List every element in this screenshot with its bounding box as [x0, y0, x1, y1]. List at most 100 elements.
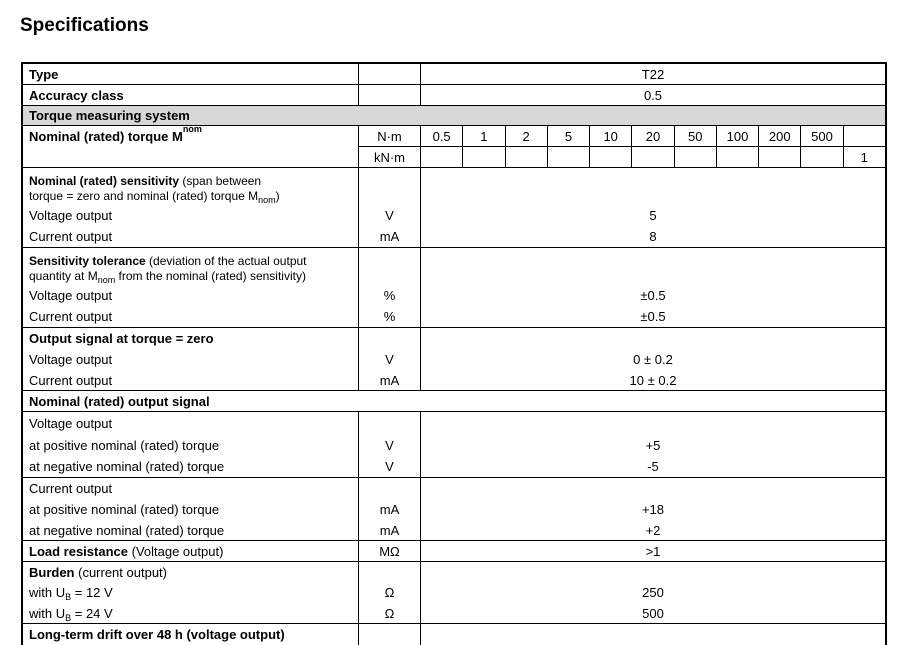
value-cell: 250	[642, 585, 664, 600]
table-row-positive-torque: at positive nominal (rated) torque V +5	[23, 434, 885, 456]
section-header-nominal-output-signal: Nominal (rated) output signal	[23, 391, 885, 412]
row-label: Burden (current output)	[23, 562, 359, 582]
row-label-rest: = 12 V	[71, 585, 113, 600]
table-row-negative-torque: at negative nominal (rated) torque V -5	[23, 456, 885, 478]
table-row-voltage-output: Voltage output % ±0.5	[23, 284, 885, 306]
torque-value-cell	[421, 147, 464, 167]
table-row-partial-clipped: Long-term drift over 48 h (voltage outpu…	[23, 624, 885, 645]
row-label: Long-term drift over 48 h (voltage outpu…	[23, 624, 359, 645]
description-text: Nominal (rated) sensitivity (span betwee…	[29, 171, 280, 205]
row-label: Nominal (rated) sensitivity (span betwee…	[23, 168, 359, 205]
description-text: Sensitivity tolerance (deviation of the …	[29, 251, 307, 285]
description-subscript: nom	[258, 195, 276, 205]
row-label: with UB = 24 V	[23, 603, 359, 623]
torque-value-cell	[675, 147, 717, 167]
value-cell: -5	[647, 459, 659, 474]
block-header-row: Output signal at torque = zero	[23, 328, 885, 349]
row-label: at positive nominal (rated) torque	[23, 499, 359, 520]
row-label-subscript: B	[65, 612, 72, 623]
table-row-load-resistance: Load resistance (Voltage output) MΩ >1	[23, 541, 885, 562]
unit-cell	[359, 248, 421, 284]
row-label-text: Nominal (rated) torque M	[29, 129, 183, 144]
torque-value-cell	[844, 126, 885, 146]
value-cell: 5	[649, 207, 657, 223]
row-label: at negative nominal (rated) torque	[23, 520, 359, 540]
block-current-output: Current output at positive nominal (rate…	[23, 478, 885, 541]
unit-cell: Ω	[359, 582, 421, 603]
row-label: Voltage output	[23, 204, 359, 226]
description-rest: (deviation of the actual output	[145, 254, 307, 268]
value-cell	[421, 478, 885, 499]
row-label: Current output	[23, 306, 359, 327]
unit-cell: %	[359, 306, 421, 327]
torque-grid-row-nm: N·m 0.5 1 2 5 10 20 50 100 200 500	[359, 126, 885, 147]
table-row-voltage-output: Voltage output V 0 ± 0.2	[23, 349, 885, 370]
torque-value-cell	[801, 147, 844, 167]
unit-cell	[359, 64, 421, 84]
block-description-row: Sensitivity tolerance (deviation of the …	[23, 248, 885, 285]
torque-value-cell: 200	[759, 126, 802, 146]
table-row-current-output: Current output mA 10 ± 0.2	[23, 370, 885, 391]
value-cell	[421, 624, 885, 645]
row-label: Current output	[23, 370, 359, 390]
table-row-type: Type T22	[23, 64, 885, 85]
block-sensitivity-tolerance: Sensitivity tolerance (deviation of the …	[23, 248, 885, 328]
torque-value-cell: 50	[675, 126, 717, 146]
page-title: Specifications	[20, 15, 149, 36]
unit-cell	[359, 85, 421, 105]
block-header-row: Current output	[23, 478, 885, 499]
torque-value-cell: 2	[506, 126, 548, 146]
torque-value-cell: 100	[717, 126, 760, 146]
torque-value-cell	[506, 147, 548, 167]
row-label: with UB = 12 V	[23, 582, 359, 603]
value-cell	[421, 168, 885, 204]
row-label-rest: (current output)	[74, 564, 167, 580]
torque-value-cell	[717, 147, 760, 167]
value-cell: 0 ± 0.2	[633, 352, 673, 367]
torque-value-cell	[548, 147, 591, 167]
row-label-subscript: B	[65, 592, 72, 602]
block-nominal-sensitivity: Nominal (rated) sensitivity (span betwee…	[23, 168, 885, 248]
torque-value-cell: 1	[463, 126, 506, 146]
unit-cell	[359, 412, 421, 434]
torque-value-cell: 500	[801, 126, 844, 146]
value-cell: >1	[645, 543, 661, 559]
unit-cell	[359, 562, 421, 582]
unit-cell: %	[359, 284, 421, 306]
value-cell: 500	[642, 605, 664, 621]
value-cell: 10 ± 0.2	[629, 372, 677, 388]
torque-value-cell: 5	[548, 126, 591, 146]
unit-cell: mA	[359, 370, 421, 390]
row-label-rest: (Voltage output)	[128, 543, 224, 559]
row-label: at negative nominal (rated) torque	[23, 456, 359, 477]
value-cell	[421, 412, 885, 434]
block-header-row: Burden (current output)	[23, 562, 885, 582]
value-cell: T22	[641, 66, 665, 82]
table-row-positive-torque: at positive nominal (rated) torque mA +1…	[23, 499, 885, 520]
description-rest: (span between	[179, 174, 262, 188]
unit-cell	[359, 328, 421, 349]
torque-value-cell	[632, 147, 675, 167]
block-description-row: Nominal (rated) sensitivity (span betwee…	[23, 168, 885, 205]
table-row-voltage-output: Voltage output V 5	[23, 204, 885, 226]
row-label-bold: Load resistance	[29, 543, 128, 559]
table-row-current-output: Current output mA 8	[23, 226, 885, 248]
value-cell	[421, 328, 885, 349]
value-cell: 8	[649, 229, 657, 244]
table-row-current-output: Current output % ±0.5	[23, 306, 885, 328]
block-header-row: Voltage output	[23, 412, 885, 434]
torque-value-cell	[759, 147, 802, 167]
row-label: at positive nominal (rated) torque	[23, 434, 359, 456]
unit-cell: V	[359, 204, 421, 226]
value-cell	[421, 248, 885, 284]
row-label: Current output	[23, 478, 359, 499]
torque-value-cell	[463, 147, 506, 167]
unit-cell: mA	[359, 499, 421, 520]
row-label-rest: = 24 V	[71, 605, 113, 621]
row-label-text: with U	[29, 585, 66, 600]
row-label: Voltage output	[23, 284, 359, 306]
row-label: Accuracy class	[23, 85, 359, 105]
unit-cell	[359, 478, 421, 499]
description-bold: Nominal (rated) sensitivity	[29, 174, 180, 188]
